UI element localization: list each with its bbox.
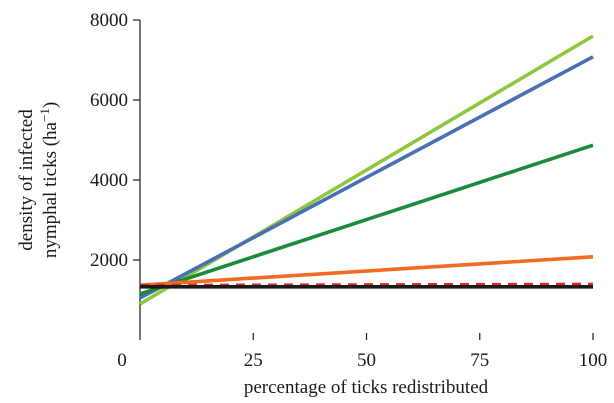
series-line-4: [139, 255, 594, 287]
y-axis-ticks: 2000 4000 6000 8000: [90, 10, 140, 271]
y-tick-label: 6000: [90, 90, 128, 111]
series-line-3: [139, 143, 594, 296]
y-axis-title-line1: density of infected: [16, 109, 37, 251]
series-line-2: [139, 55, 594, 300]
x-axis-title: percentage of ticks redistributed: [244, 377, 489, 398]
y-axis-title-line2: nymphal ticks (ha: [40, 121, 61, 258]
y-axis-title: density of infected nymphal ticks (ha−1): [16, 102, 61, 258]
x-tick-label: 25: [244, 350, 263, 371]
svg-text:nymphal ticks (ha−1): nymphal ticks (ha−1): [37, 102, 62, 258]
x-tick-label: 0: [117, 350, 127, 371]
x-tick-label: 50: [357, 350, 376, 371]
y-tick-label: 4000: [90, 170, 128, 191]
x-axis-ticks: 0 25 50 75 100: [117, 333, 607, 371]
y-axis-title-close: ): [40, 102, 61, 108]
y-axis-title-superscript: −1: [37, 108, 52, 122]
x-tick-label: 100: [579, 350, 608, 371]
series-lines: [139, 34, 594, 306]
x-tick-label: 75: [470, 350, 489, 371]
y-tick-label: 2000: [90, 250, 128, 271]
y-tick-label: 8000: [90, 10, 128, 31]
svg-text:density of infected: density of infected: [16, 109, 37, 251]
